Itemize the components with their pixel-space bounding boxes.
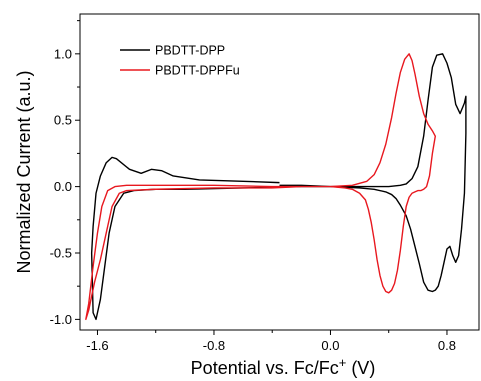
x-tick-label: 0.0 [321,338,339,353]
legend-label-0: PBDTT-DPP [155,44,225,58]
x-axis-label-unit: (V) [346,358,375,378]
x-axis-label-main: Potential vs. Fc/Fc [191,358,339,378]
legend: PBDTT-DPP PBDTT-DPPFu [120,44,240,78]
x-tick-label: 0.8 [438,338,456,353]
plot-series [85,53,467,321]
plot-frame [79,13,480,331]
series-line-0 [90,53,467,321]
y-axis-label: Normalized Current (a.u.) [14,70,34,273]
y-axis-ticks: -1.0 -0.5 0.0 0.5 1.0 [50,20,80,327]
x-tick-label: -1.6 [86,338,108,353]
y-tick-label: 1.0 [54,46,72,61]
y-tick-label: -0.5 [50,245,72,260]
legend-label-1: PBDTT-DPPFu [155,64,240,78]
x-axis-label-superscript: + [339,355,347,370]
y-tick-label: -1.0 [50,312,72,327]
x-tick-label: -0.8 [203,338,225,353]
series-line-1 [85,53,437,321]
x-axis-ticks: -1.6 -0.8 0.0 0.8 [86,330,456,353]
y-tick-label: 0.0 [54,179,72,194]
y-tick-label: 0.5 [54,113,72,128]
x-axis-label: Potential vs. Fc/Fc+ (V) [191,355,376,378]
